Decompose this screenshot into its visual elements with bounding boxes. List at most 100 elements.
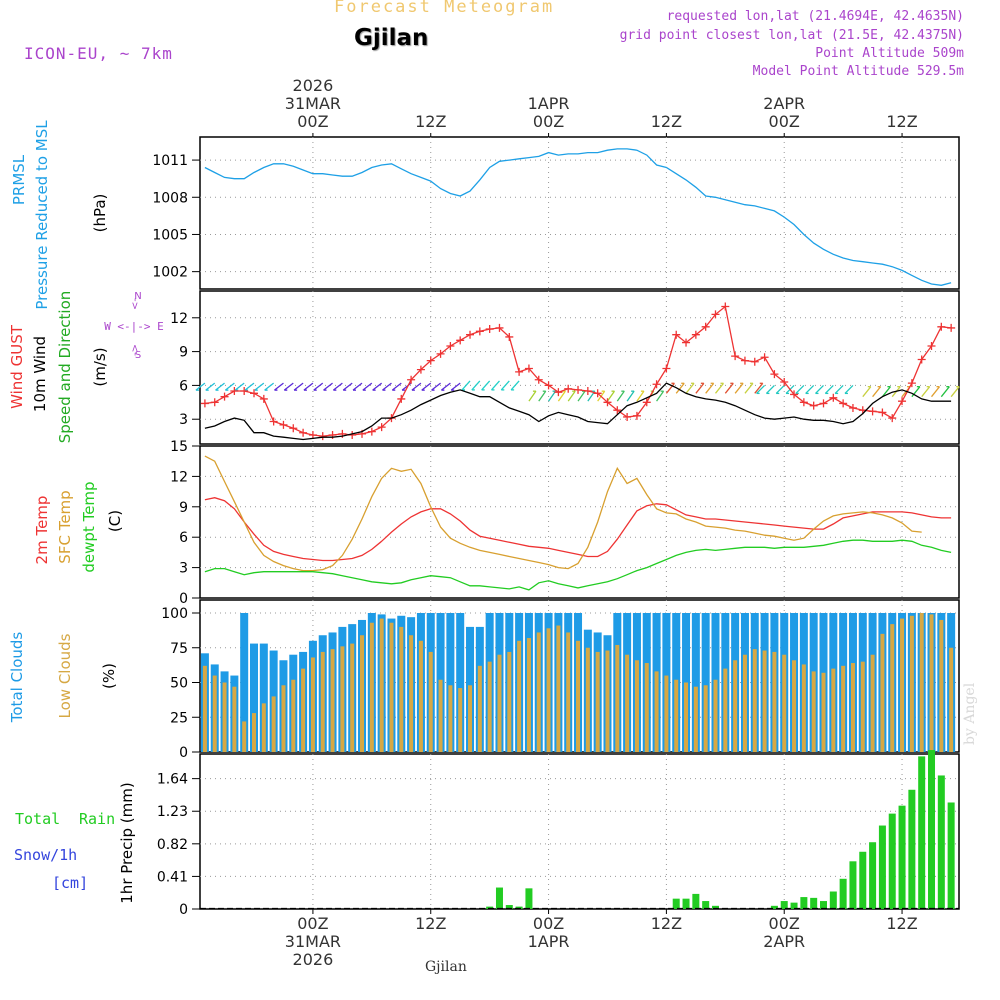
panel-frame-temperature [199,445,960,599]
wind-dir-arrow [754,382,764,394]
low-cloud-bar [811,671,816,752]
gust-marker [888,414,897,423]
rain-bar [829,891,837,909]
wind-dir-arrow [705,382,715,394]
rain-title-2: Rain [79,810,115,828]
wind-dir-arrow [254,382,265,391]
pressure-title-2: Pressure Reduced to MSL [33,120,51,310]
low-cloud-bar [438,679,443,752]
series-line-10m-wind [204,382,952,441]
ytick-label-temperature: 0 [179,591,188,607]
low-cloud-bar [487,661,492,752]
gust-marker [593,389,602,398]
wind-dir-arrow [685,382,695,394]
gust-marker [505,332,514,341]
gust-marker [200,399,209,408]
wind-dir-arrow [911,386,921,398]
ytick-label-precip: 0.41 [157,869,188,885]
gust-marker [623,412,632,421]
gust-marker [308,430,317,439]
gust-marker [839,399,848,408]
wind-ylabel: (m/s) [91,347,109,386]
gridpoint-coords: grid point closest lon,lat (21.5E, 42.43… [619,28,964,43]
precip-ylabel: 1hr Precip (mm) [118,782,136,903]
rain-bar [810,897,818,909]
footer-location: Gjilan [425,959,467,975]
wind-dir-arrow [844,384,854,394]
wind-dir-arrow [656,390,665,402]
requested-coords: requested lon,lat (21.4694E, 42.4635N) [666,9,964,24]
time-label-bottom: 2APR [763,932,805,951]
ytick-label-clouds: 0 [179,745,188,761]
compass-we: W <-|-> E [104,320,164,333]
wind-title-2: 10m Wind [31,336,49,412]
gust-marker [672,330,681,339]
gust-marker [642,398,651,407]
gust-marker [750,357,759,366]
wind-dir-arrow [538,390,547,402]
ytick-label-pressure: 1005 [152,227,188,243]
low-cloud-bar [605,650,610,752]
wind-dir-arrow [431,382,441,391]
low-cloud-bar [880,633,885,752]
gust-marker [554,388,563,397]
gust-marker [230,387,239,396]
low-cloud-bar [762,650,767,752]
gust-marker [711,310,720,319]
gust-marker [868,407,877,416]
low-cloud-bar [939,619,944,752]
cloud-title-2: Low Clouds [56,633,74,718]
low-cloud-bar [526,638,531,752]
low-cloud-bar [752,649,757,752]
low-cloud-bar [693,686,698,752]
wind-dir-arrow [342,382,353,391]
low-cloud-bar [252,713,257,752]
ytick-label-clouds: 25 [170,710,188,726]
low-cloud-bar [546,628,551,752]
gust-marker [495,323,504,332]
gust-marker [250,389,259,398]
temp-title-2: SFC Temp [56,490,74,563]
low-cloud-bar [900,618,905,752]
low-cloud-bar [801,664,806,752]
low-cloud-bar [742,654,747,752]
rain-bar [486,906,494,909]
total-cloud-bar [259,643,268,752]
gust-marker [377,423,386,432]
gust-marker [436,349,445,358]
series-line-dewpt-temp [204,539,952,591]
low-cloud-bar [399,626,404,752]
total-cloud-bar [456,613,465,752]
rain-bar [839,878,847,909]
panel-frame-wind [199,290,960,445]
wind-title-3: Speed and Direction [56,291,74,444]
ytick-label-pressure: 1008 [152,190,188,206]
wind-dir-arrow [675,382,685,394]
time-label-top: 12Z [651,112,682,131]
wind-dir-arrow [205,382,216,391]
wind-dir-arrow [775,384,785,394]
wind-dir-arrow [401,382,412,391]
low-cloud-bar [409,635,414,752]
cloud-title-1: Total Clouds [8,632,26,724]
low-cloud-bar [674,679,679,752]
wind-dir-arrow [264,382,275,391]
gust-marker [770,370,779,379]
ytick-label-pressure: 1011 [152,153,188,169]
time-label-bottom: 00Z [769,914,800,933]
wind-dir-arrow [411,382,422,391]
gust-marker [367,427,376,436]
rain-bar [780,901,788,909]
gust-marker [475,327,484,336]
wind-dir-arrow [616,390,625,402]
low-cloud-bar [360,635,365,752]
low-cloud-bar [448,685,453,752]
low-cloud-bar [860,661,865,752]
gust-marker [544,381,553,390]
snow-title-2: [cm] [52,874,88,892]
total-cloud-bar [250,643,259,752]
gust-marker [210,398,219,407]
wind-dir-arrow [548,390,557,402]
rain-bar [849,861,857,909]
